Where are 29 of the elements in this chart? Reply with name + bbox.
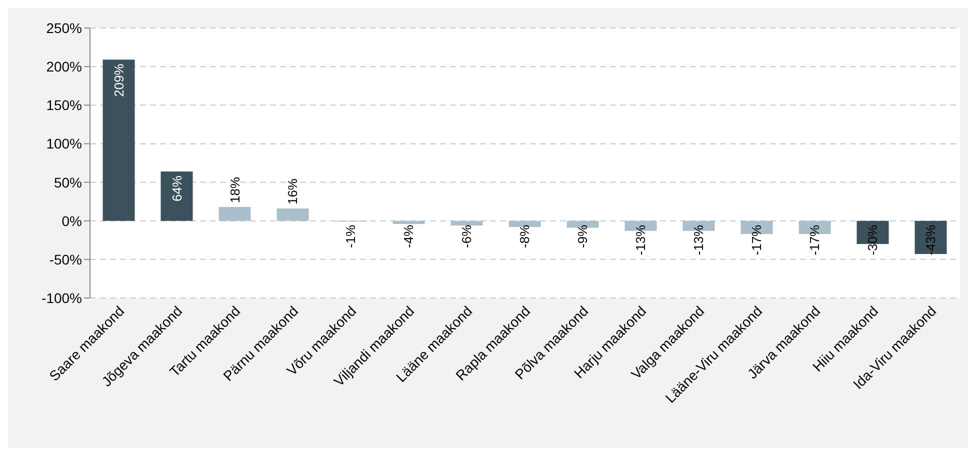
data-label: -17% xyxy=(807,224,822,256)
data-label: 18% xyxy=(227,176,242,203)
bar xyxy=(218,206,251,221)
data-label: 16% xyxy=(285,178,300,205)
y-tick-label: -100% xyxy=(42,290,82,306)
bar xyxy=(102,60,135,221)
data-label: -1% xyxy=(343,224,358,248)
data-label: -13% xyxy=(633,224,648,256)
data-label: -9% xyxy=(575,224,590,248)
data-label: -4% xyxy=(401,224,416,248)
data-label: -8% xyxy=(517,224,532,248)
y-tick-label: -50% xyxy=(49,251,82,268)
data-label: -30% xyxy=(865,224,880,256)
bar xyxy=(450,220,483,226)
y-tick-label: 250% xyxy=(46,20,82,36)
y-tick-label: 150% xyxy=(46,97,82,114)
y-tick-label: 50% xyxy=(54,174,82,190)
y-tick-label: 200% xyxy=(46,58,82,75)
y-tick-label: 0% xyxy=(62,212,82,229)
data-label: -43% xyxy=(923,224,938,256)
data-label: -17% xyxy=(749,224,764,256)
data-label: 209% xyxy=(111,63,126,97)
data-label: -6% xyxy=(459,224,474,248)
data-label: 64% xyxy=(169,175,184,202)
y-tick-label: 100% xyxy=(46,136,82,152)
bar xyxy=(392,220,425,224)
bar xyxy=(276,208,309,221)
data-label: -13% xyxy=(691,224,706,256)
bar xyxy=(160,171,193,221)
